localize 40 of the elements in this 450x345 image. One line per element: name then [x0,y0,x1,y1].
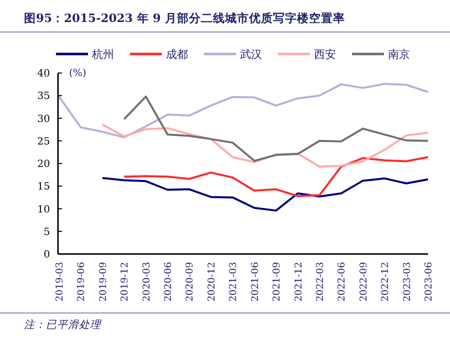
x-tick-label: 2020-06 [163,262,174,302]
text: 注：已平滑处理 [24,319,102,331]
legend-label: 武汉 [240,48,262,61]
x-tick-label: 2023-03 [402,262,413,302]
x-tick-label: 2020-03 [141,262,152,302]
x-tick-label: 2022-03 [314,262,326,302]
y-tick-label: 20 [37,159,50,170]
x-tick-label: 2020-12 [206,262,218,302]
y-tick-label: 40 [37,68,50,80]
x-tick-label: 2019-09 [98,262,109,302]
y-tick-label: 15 [37,182,50,193]
x-tick-label: 2022-09 [358,262,370,302]
y-tick-label: 0 [44,250,50,260]
x-tick-label: 2021-12 [293,262,304,302]
chart-title: 图95：2015-2023 年 9 月部分二线城市优质写字楼空置率 [24,11,345,25]
legend-label: 南京 [388,48,410,61]
line-series [101,176,429,212]
x-tick-label: 2023-06 [424,262,434,302]
line-series [123,156,429,198]
y-tick-label: 35 [37,91,50,102]
x-tick-label: 2021-06 [250,262,261,302]
x-tick-label: 2022-12 [380,262,392,302]
y-tick-label: 25 [37,136,50,148]
legend-label: 杭州 [91,48,114,61]
line-series [101,124,429,168]
y-tick-label: 5 [44,226,50,238]
x-tick-label: 2021-03 [228,262,240,302]
x-tick-label: 2019-12 [120,262,131,302]
x-tick-label: 2021-09 [272,262,283,302]
line-series [58,82,429,138]
legend-label: 成都 [166,48,188,61]
x-tick-label: 2019-03 [54,262,66,302]
line-series [123,96,429,162]
legend-label: 西安 [314,48,336,61]
x-tick-label: 2022-06 [336,262,348,302]
x-tick-label: 2020-09 [184,262,196,302]
y-tick-label: 30 [37,114,50,125]
y-axis-title: (%) [69,68,86,79]
x-tick-label: 2019-06 [76,262,88,302]
y-tick-label: 10 [37,204,50,216]
